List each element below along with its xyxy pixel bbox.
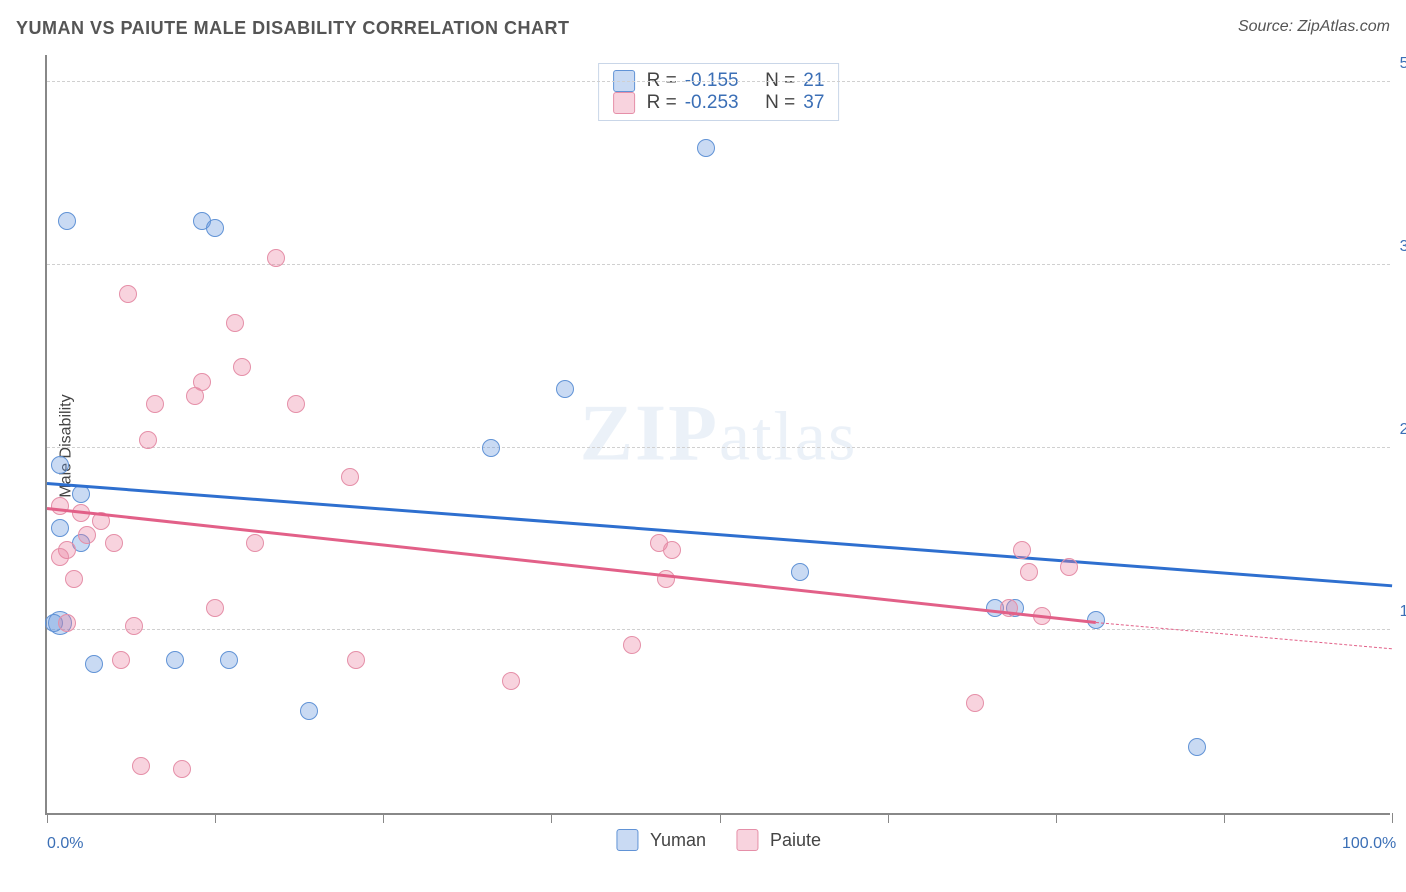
legend-item: Yuman	[616, 829, 706, 851]
scatter-point	[1013, 541, 1031, 559]
y-tick-label: 12.5%	[1400, 603, 1406, 621]
scatter-point	[246, 534, 264, 552]
scatter-point	[58, 212, 76, 230]
scatter-point	[119, 285, 137, 303]
x-tick	[383, 813, 384, 823]
x-tick	[551, 813, 552, 823]
x-tick	[215, 813, 216, 823]
scatter-point	[623, 636, 641, 654]
x-tick	[720, 813, 721, 823]
scatter-point	[287, 395, 305, 413]
scatter-point	[85, 655, 103, 673]
scatter-point	[267, 249, 285, 267]
x-tick	[1392, 813, 1393, 823]
scatter-point	[556, 380, 574, 398]
scatter-point	[51, 548, 69, 566]
scatter-point	[233, 358, 251, 376]
scatter-point	[72, 485, 90, 503]
scatter-point	[112, 651, 130, 669]
scatter-point	[125, 617, 143, 635]
chart-title: YUMAN VS PAIUTE MALE DISABILITY CORRELAT…	[16, 18, 570, 39]
x-tick	[1224, 813, 1225, 823]
trend-line	[1096, 622, 1392, 649]
scatter-point	[65, 570, 83, 588]
scatter-point	[58, 614, 76, 632]
scatter-point	[105, 534, 123, 552]
scatter-point	[697, 139, 715, 157]
chart-container: YUMAN VS PAIUTE MALE DISABILITY CORRELAT…	[0, 0, 1406, 892]
correlation-legend: R = -0.155 N = 21R = -0.253 N = 37	[598, 63, 840, 121]
scatter-point	[791, 563, 809, 581]
scatter-point	[78, 526, 96, 544]
legend-swatch	[736, 829, 758, 851]
scatter-point	[166, 651, 184, 669]
scatter-point	[300, 702, 318, 720]
scatter-point	[1020, 563, 1038, 581]
x-tick	[1056, 813, 1057, 823]
scatter-point	[220, 651, 238, 669]
legend-swatch	[616, 829, 638, 851]
y-tick-label: 25.0%	[1400, 421, 1406, 439]
scatter-point	[193, 373, 211, 391]
scatter-point	[146, 395, 164, 413]
gridline	[47, 264, 1390, 265]
y-tick-label: 50.0%	[1400, 55, 1406, 73]
scatter-point	[139, 431, 157, 449]
scatter-point	[173, 760, 191, 778]
trend-line	[47, 482, 1392, 587]
scatter-point	[966, 694, 984, 712]
scatter-point	[1060, 558, 1078, 576]
legend-row: R = -0.253 N = 37	[613, 92, 825, 114]
scatter-point	[482, 439, 500, 457]
series-legend: Yuman Paiute	[616, 829, 821, 851]
plot-area: ZIPatlas R = -0.155 N = 21R = -0.253 N =…	[45, 55, 1390, 815]
x-tick	[47, 813, 48, 823]
x-tick-label: 0.0%	[47, 835, 83, 853]
scatter-point	[502, 672, 520, 690]
x-tick	[888, 813, 889, 823]
scatter-point	[347, 651, 365, 669]
scatter-point	[206, 599, 224, 617]
legend-swatch	[613, 92, 635, 114]
scatter-point	[206, 219, 224, 237]
scatter-point	[1188, 738, 1206, 756]
source-attribution: Source: ZipAtlas.com	[1238, 18, 1390, 36]
legend-item: Paiute	[736, 829, 821, 851]
scatter-point	[663, 541, 681, 559]
gridline	[47, 81, 1390, 82]
scatter-point	[226, 314, 244, 332]
watermark: ZIPatlas	[580, 389, 858, 480]
scatter-point	[341, 468, 359, 486]
x-tick-label: 100.0%	[1342, 835, 1396, 853]
scatter-point	[132, 757, 150, 775]
scatter-point	[51, 519, 69, 537]
y-tick-label: 37.5%	[1400, 238, 1406, 256]
scatter-point	[51, 456, 69, 474]
scatter-point	[51, 497, 69, 515]
gridline	[47, 447, 1390, 448]
